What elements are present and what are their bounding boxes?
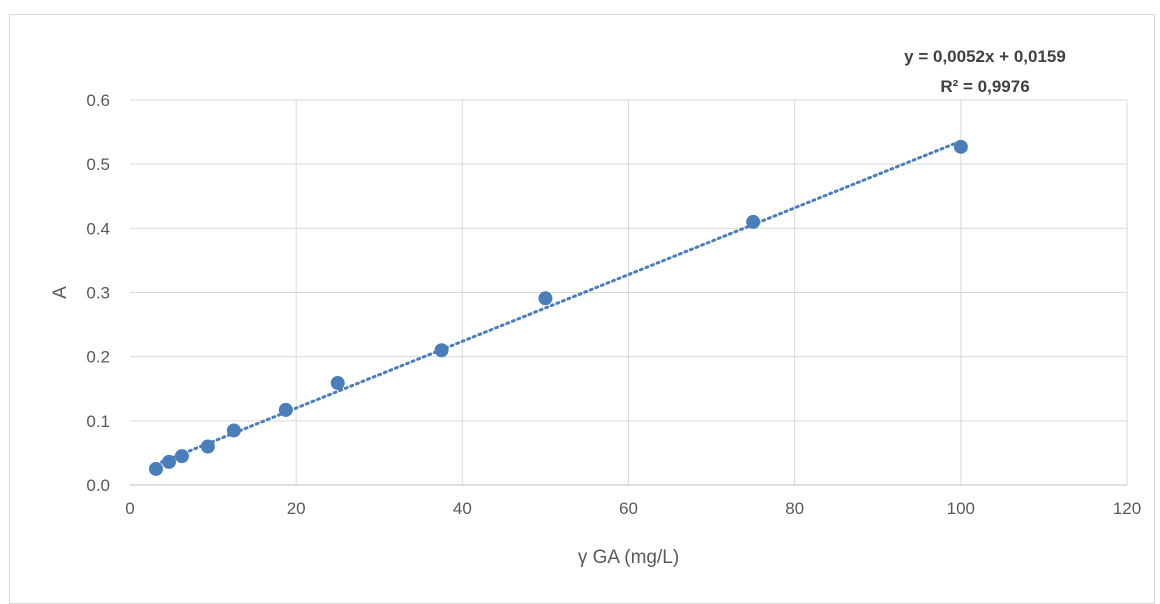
data-point: [148, 461, 163, 476]
x-axis-title: γ GA (mg/L): [578, 547, 679, 568]
x-tick-label: 40: [453, 499, 472, 518]
data-point: [200, 439, 215, 454]
trendline: [154, 139, 963, 466]
y-tick-label: 0.5: [86, 155, 110, 174]
data-point: [434, 343, 449, 358]
x-tick-label: 100: [947, 499, 975, 518]
data-point: [226, 423, 241, 438]
trendline-group: [154, 139, 963, 466]
x-tick-label: 60: [619, 499, 638, 518]
y-tick-label: 0.2: [86, 348, 110, 367]
y-tick-label: 0.3: [86, 284, 110, 303]
y-tick-label: 0.0: [86, 476, 110, 495]
data-point: [278, 402, 293, 417]
gridlines: [130, 99, 1128, 485]
y-tick-label: 0.4: [86, 219, 110, 238]
data-points: [148, 139, 968, 476]
x-tick-label: 80: [785, 499, 804, 518]
trendline-r-squared: R² = 0,9976: [940, 77, 1029, 96]
x-tick-labels: 0 20 40 60 80 100 120: [125, 499, 1141, 518]
trendline-equation: y = 0,0052x + 0,0159: [904, 47, 1066, 66]
chart-area: [9, 14, 1155, 604]
x-tick-label: 0: [125, 499, 134, 518]
x-tick-label: 20: [287, 499, 306, 518]
data-point: [953, 139, 968, 154]
data-point: [161, 454, 176, 469]
x-tick-label: 120: [1113, 499, 1141, 518]
y-tick-label: 0.6: [86, 91, 110, 110]
data-point: [174, 449, 189, 464]
y-tick-label: 0.1: [86, 412, 110, 431]
data-point: [538, 291, 553, 306]
data-point: [746, 214, 761, 229]
y-tick-labels: 0.0 0.1 0.2 0.3 0.4 0.5 0.6: [86, 91, 110, 495]
y-axis-title: A: [50, 286, 71, 299]
data-point: [330, 375, 345, 390]
